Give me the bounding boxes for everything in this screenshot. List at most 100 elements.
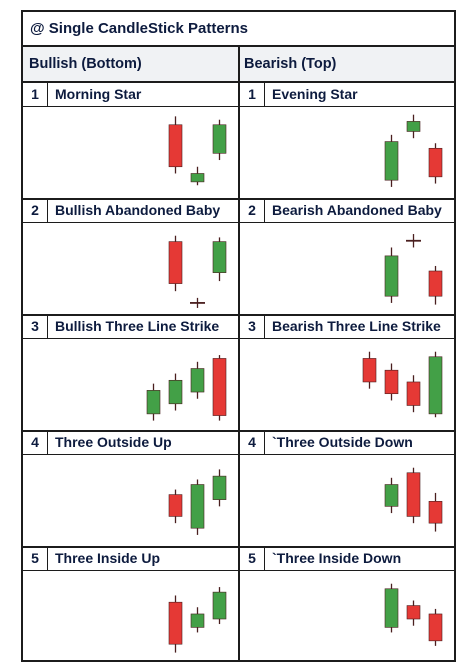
pattern-name: Bullish Three Line Strike bbox=[55, 318, 220, 334]
pattern-number: 4 bbox=[23, 431, 48, 454]
bullish-pattern-header-5: 5 Three Inside Up bbox=[23, 547, 238, 571]
bearish-pattern-header-3: 3 Bearish Three Line Strike bbox=[240, 315, 454, 339]
candle-bear bbox=[428, 608, 443, 646]
candle-bear bbox=[384, 363, 399, 401]
pattern-number: 1 bbox=[240, 83, 265, 106]
candle-bull bbox=[212, 587, 227, 625]
row-divider bbox=[23, 546, 454, 548]
column-divider bbox=[238, 47, 240, 660]
bullish-pattern-header-3: 3 Bullish Three Line Strike bbox=[23, 315, 238, 339]
candle-bear bbox=[428, 492, 443, 532]
bearish-pattern-header-4: 4 `Three Outside Down bbox=[240, 431, 454, 455]
bullish-pattern-chart-5 bbox=[168, 587, 227, 653]
candle-bull bbox=[428, 351, 443, 418]
bearish-pattern-chart-5 bbox=[384, 583, 443, 646]
pattern-number: 2 bbox=[23, 199, 48, 222]
row-divider bbox=[23, 198, 454, 200]
bullish-candle-body bbox=[406, 121, 421, 132]
page-title: @ Single CandleStick Patterns bbox=[23, 12, 454, 47]
pattern-name: `Three Inside Down bbox=[272, 550, 402, 566]
candle-doji bbox=[190, 297, 205, 308]
candle-bear bbox=[168, 489, 183, 524]
bearish-candle-body bbox=[168, 241, 183, 284]
candle-bull bbox=[190, 607, 205, 633]
bearish-candle-body bbox=[362, 358, 377, 383]
bearish-column-header: Bearish (Top) bbox=[238, 47, 454, 83]
bullish-candle-body bbox=[384, 484, 399, 507]
bullish-candle-body bbox=[212, 124, 227, 154]
bullish-candle-body bbox=[190, 613, 205, 628]
candle-bull bbox=[384, 583, 399, 633]
candle-bull bbox=[146, 383, 161, 421]
bearish-pattern-header-5: 5 `Three Inside Down bbox=[240, 547, 454, 571]
bullish-candle-body bbox=[190, 368, 205, 393]
pattern-name: Bullish Abandoned Baby bbox=[55, 202, 221, 218]
candle-bull bbox=[190, 361, 205, 399]
bearish-pattern-chart-3 bbox=[362, 351, 443, 418]
bearish-candle-body bbox=[428, 270, 443, 297]
candle-bear bbox=[428, 265, 443, 305]
bearish-candle-body bbox=[406, 381, 421, 406]
bullish-pattern-header-2: 2 Bullish Abandoned Baby bbox=[23, 199, 238, 223]
candle-bear bbox=[406, 600, 421, 626]
candle-bull bbox=[384, 134, 399, 187]
pattern-number: 3 bbox=[240, 315, 265, 338]
bearish-pattern-chart-4 bbox=[384, 467, 443, 532]
pattern-name: Bearish Abandoned Baby bbox=[272, 202, 442, 218]
bullish-pattern-chart-1 bbox=[168, 116, 227, 186]
bullish-candle-body bbox=[168, 379, 183, 405]
bullish-pattern-chart-2 bbox=[168, 235, 227, 308]
candle-bull bbox=[212, 469, 227, 507]
candle-bear bbox=[168, 595, 183, 653]
bullish-pattern-chart-3 bbox=[146, 355, 227, 421]
pattern-number: 5 bbox=[240, 547, 265, 570]
bearish-candle-body bbox=[406, 472, 421, 517]
bearish-candle-body bbox=[428, 501, 443, 524]
pattern-name: Three Outside Up bbox=[55, 434, 172, 450]
bearish-pattern-chart-1 bbox=[384, 114, 443, 187]
candle-bull bbox=[168, 373, 183, 411]
candle-bear bbox=[168, 116, 183, 174]
patterns-sheet: @ Single CandleStick Patterns Bullish (B… bbox=[21, 10, 456, 662]
pattern-number: 5 bbox=[23, 547, 48, 570]
bearish-candle-body bbox=[168, 494, 183, 517]
pattern-number: 1 bbox=[23, 83, 48, 106]
candle-bear bbox=[362, 351, 377, 389]
bullish-candle-body bbox=[384, 255, 399, 297]
candle-bull bbox=[190, 479, 205, 535]
bearish-pattern-header-2: 2 Bearish Abandoned Baby bbox=[240, 199, 454, 223]
bullish-pattern-chart-4 bbox=[168, 469, 227, 535]
bearish-pattern-chart-2 bbox=[384, 234, 443, 305]
row-divider bbox=[23, 430, 454, 432]
candle-doji bbox=[406, 234, 421, 248]
bullish-candle-body bbox=[146, 390, 161, 415]
candle-bear bbox=[428, 143, 443, 184]
bullish-candle-body bbox=[428, 356, 443, 415]
bearish-pattern-header-1: 1 Evening Star bbox=[240, 83, 454, 107]
bearish-candle-body bbox=[168, 601, 183, 645]
bullish-pattern-header-4: 4 Three Outside Up bbox=[23, 431, 238, 455]
bullish-pattern-header-1: 1 Morning Star bbox=[23, 83, 238, 107]
bullish-candle-body bbox=[212, 591, 227, 620]
bearish-candle-body bbox=[428, 147, 443, 178]
bullish-candle-body bbox=[212, 241, 227, 273]
candle-bull bbox=[384, 477, 399, 514]
candle-bear bbox=[406, 467, 421, 524]
pattern-name: Morning Star bbox=[55, 86, 142, 102]
bearish-candle-body bbox=[384, 369, 399, 395]
bearish-candle-body bbox=[428, 613, 443, 642]
pattern-name: `Three Outside Down bbox=[272, 434, 413, 450]
candle-bear bbox=[212, 355, 227, 421]
pattern-name: Three Inside Up bbox=[55, 550, 161, 566]
bullish-candle-body bbox=[384, 141, 399, 181]
bullish-candle-body bbox=[384, 588, 399, 628]
bullish-candle-body bbox=[190, 173, 205, 183]
pattern-name: Evening Star bbox=[272, 86, 358, 102]
pattern-number: 4 bbox=[240, 431, 265, 454]
candle-bear bbox=[168, 235, 183, 292]
candle-bull bbox=[384, 247, 399, 303]
bullish-candle-body bbox=[212, 475, 227, 500]
bullish-candle-body bbox=[190, 484, 205, 529]
bearish-candle-body bbox=[406, 605, 421, 620]
candle-bear bbox=[406, 375, 421, 413]
